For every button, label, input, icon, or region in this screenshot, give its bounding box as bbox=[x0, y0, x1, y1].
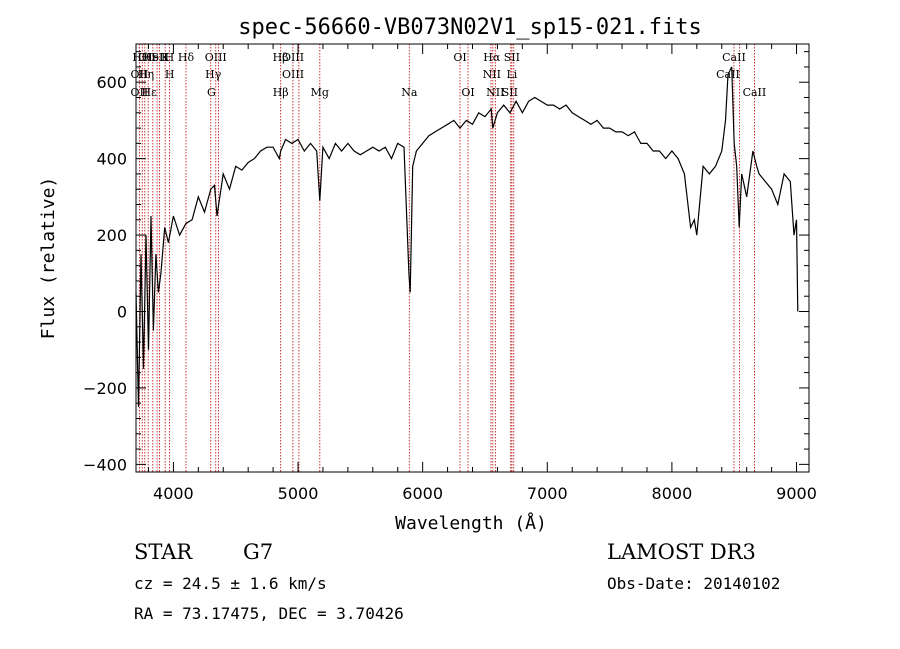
spectral-line-label: Hβ bbox=[273, 86, 289, 99]
y-tick-labels: −400 −200 0 200 400 600 bbox=[83, 73, 127, 474]
spectral-line-label: SII bbox=[502, 86, 518, 99]
spectral-line-label: SII bbox=[504, 51, 520, 64]
spectral-line-label: Hβ bbox=[273, 51, 289, 64]
spectral-line-label: OIII bbox=[282, 51, 304, 64]
coordinates: RA = 73.17475, DEC = 3.70426 bbox=[134, 604, 404, 623]
spectral-line-label: Hε bbox=[142, 86, 158, 99]
y-tick-label: −200 bbox=[83, 379, 127, 398]
spectral-line-label: Mg bbox=[311, 86, 329, 99]
spectral-line-label: OIII bbox=[282, 68, 304, 81]
spectral-line-label: HeI bbox=[143, 51, 163, 64]
x-tick-label: 8000 bbox=[652, 484, 693, 503]
spectral-line-label: OII bbox=[138, 51, 156, 64]
y-tick-label: −400 bbox=[83, 455, 127, 474]
x-tick-label: 4000 bbox=[153, 484, 194, 503]
survey-name: LAMOST DR3 bbox=[607, 540, 756, 564]
spectral-line-label: Hδ bbox=[178, 51, 195, 64]
spectral-line-markers bbox=[138, 44, 755, 472]
spectral-line-label: NII bbox=[486, 86, 504, 99]
x-axis-label: Wavelength (Å) bbox=[395, 512, 547, 534]
x-tick-label: 7000 bbox=[527, 484, 568, 503]
chart-title: spec-56660-VB073N02V1_sp15-021.fits bbox=[238, 15, 702, 40]
y-tick-label: 200 bbox=[96, 226, 127, 245]
spectral-line-label: SII bbox=[151, 51, 167, 64]
spectral-line-label: Li bbox=[506, 68, 517, 81]
spectral-line-label: OII bbox=[131, 68, 149, 81]
spectral-line-label: OI bbox=[453, 51, 466, 64]
redshift-value: cz = 24.5 ± 1.6 km/s bbox=[134, 574, 327, 593]
object-subclass: G7 bbox=[243, 540, 274, 564]
spectral-line-label: Hγ bbox=[205, 68, 222, 81]
x-tick-labels: 4000 5000 6000 7000 8000 9000 bbox=[153, 484, 817, 503]
axis-ticks bbox=[136, 44, 809, 472]
plot-frame bbox=[135, 43, 810, 473]
spectral-line-label: H bbox=[165, 51, 175, 64]
spectral-line-label: Hθ bbox=[132, 51, 149, 64]
spectral-line-label: Hη bbox=[138, 68, 154, 81]
spectral-line-label: Hα bbox=[483, 51, 501, 64]
spectrum-series-line bbox=[135, 66, 799, 408]
x-tick-label: 5000 bbox=[278, 484, 319, 503]
spectral-line-label: OI bbox=[461, 86, 474, 99]
spectral-line-label: CaII bbox=[722, 51, 746, 64]
spectral-line-label: OIII bbox=[205, 51, 227, 64]
spectral-line-label: OII bbox=[131, 86, 149, 99]
x-tick-label: 9000 bbox=[776, 484, 817, 503]
spectral-line-label: CaII bbox=[716, 68, 740, 81]
spectral-line-label: G bbox=[207, 86, 216, 99]
y-tick-label: 600 bbox=[96, 73, 127, 92]
y-tick-label: 0 bbox=[117, 303, 127, 322]
spectral-line-label: NII bbox=[483, 68, 501, 81]
y-axis-label: Flux (relative) bbox=[38, 177, 59, 340]
spectral-line-label: Na bbox=[401, 86, 418, 99]
spectral-line-label: K bbox=[161, 51, 170, 64]
object-class: STAR bbox=[134, 540, 193, 564]
spectral-line-label: H bbox=[165, 68, 175, 81]
x-tick-label: 6000 bbox=[402, 484, 443, 503]
spectral-line-label: CaII bbox=[743, 86, 767, 99]
observation-date: Obs-Date: 20140102 bbox=[607, 574, 781, 593]
y-tick-label: 400 bbox=[96, 150, 127, 169]
